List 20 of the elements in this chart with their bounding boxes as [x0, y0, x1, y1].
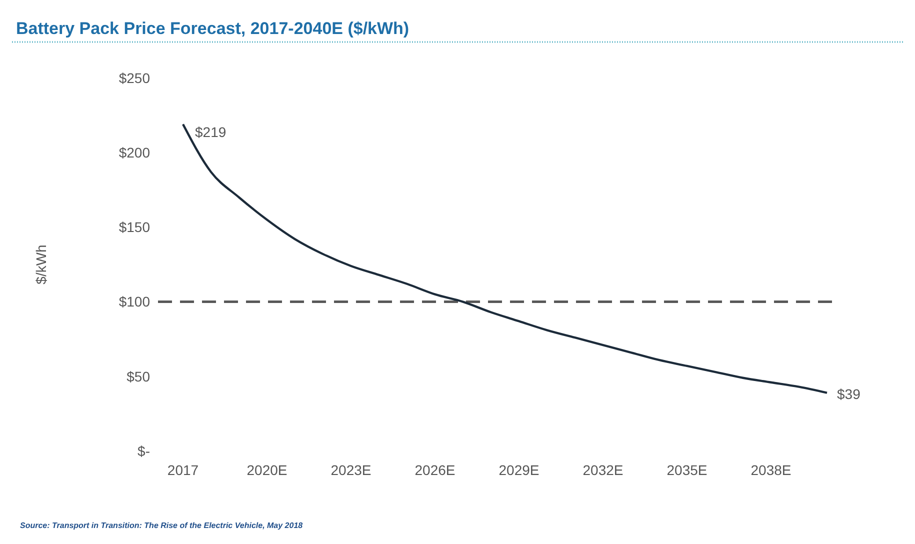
data-label: $219	[195, 124, 226, 140]
y-tick-label: $-	[138, 442, 150, 459]
chart-title: Battery Pack Price Forecast, 2017-2040E ($/kWh)	[16, 19, 410, 38]
source-note: Source: Transport in Transition: The Rise of the Electric Vehicle, May 2018	[20, 521, 304, 530]
y-tick-label: $200	[118, 144, 150, 160]
x-tick-label: 2026E	[414, 462, 456, 478]
y-tick-label: $50	[126, 368, 150, 384]
x-tick-label: 2038E	[750, 462, 792, 478]
y-tick-label: $250	[118, 70, 150, 86]
x-tick-label: 2017	[167, 462, 199, 478]
x-tick-label: 2023E	[330, 462, 372, 478]
data-label: $39	[837, 386, 861, 402]
y-axis-title: $/kWh	[33, 244, 49, 284]
x-tick-label: 2020E	[246, 462, 288, 478]
x-tick-label: 2032E	[582, 462, 624, 478]
line-series	[182, 123, 828, 394]
x-tick-label: 2035E	[666, 462, 708, 478]
x-tick-label: 2029E	[498, 462, 540, 478]
y-tick-label: $150	[118, 219, 150, 236]
y-tick-label: $100	[118, 294, 150, 310]
